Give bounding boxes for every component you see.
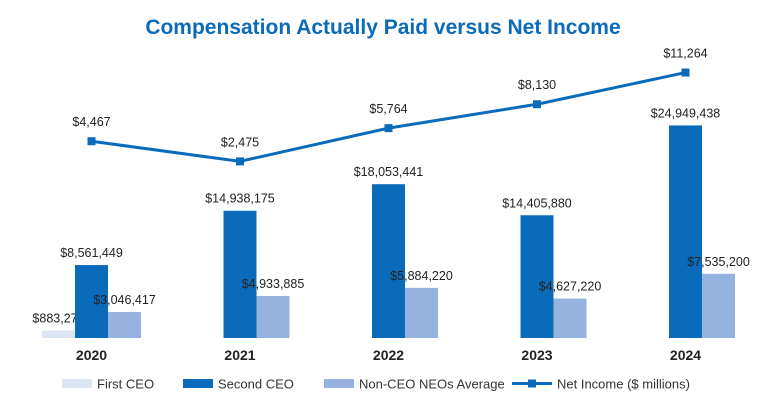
legend-label: Non-CEO NEOs Average xyxy=(359,377,505,392)
bar-2023-second-ceo xyxy=(520,215,554,338)
net-income-point-2021 xyxy=(236,157,244,166)
legend-marker-3 xyxy=(528,379,536,388)
net-income-point-2022 xyxy=(384,124,393,133)
bar-2021-second-ceo xyxy=(223,210,257,338)
data-label: $14,938,175 xyxy=(205,192,275,206)
net-income-point-2023 xyxy=(533,100,541,109)
x-tick-label: 2022 xyxy=(373,347,404,363)
data-label: $7,535,200 xyxy=(687,255,750,269)
data-label: $5,884,220 xyxy=(390,269,453,283)
net-income-point-2024 xyxy=(681,68,690,77)
data-label: $4,933,885 xyxy=(242,277,305,291)
legend-swatch-1 xyxy=(183,379,213,388)
bar-2022-non-ceo-neos-average xyxy=(405,287,438,338)
net-income-point-2020 xyxy=(87,137,96,146)
net-income-label: $11,264 xyxy=(663,47,707,61)
bar-2024-second-ceo xyxy=(669,125,702,338)
bar-2020-second-ceo xyxy=(75,265,108,338)
data-label: $14,405,880 xyxy=(502,196,572,210)
data-label: $24,949,438 xyxy=(651,106,721,120)
bar-2020-non-ceo-neos-average xyxy=(108,312,141,338)
chart-title: Compensation Actually Paid versus Net In… xyxy=(145,16,620,39)
x-tick-label: 2021 xyxy=(224,347,255,363)
bar-2023-non-ceo-neos-average xyxy=(553,298,587,338)
bar-2021-non-ceo-neos-average xyxy=(256,295,290,338)
legend-label: First CEO xyxy=(97,377,154,392)
data-label: $3,046,417 xyxy=(93,293,156,307)
data-label: $8,561,449 xyxy=(60,246,123,260)
net-income-label: $4,467 xyxy=(72,115,110,129)
x-tick-label: 2024 xyxy=(670,347,701,363)
legend-label: Net Income ($ millions) xyxy=(557,377,690,392)
line-layer: $4,467 $2,475 $5,764 $8,130 $11,264 xyxy=(72,47,708,166)
bar-2022-second-ceo xyxy=(372,184,405,338)
net-income-label: $5,764 xyxy=(369,102,407,116)
bar-2024-non-ceo-neos-average xyxy=(702,273,735,338)
net-income-label: $8,130 xyxy=(518,78,556,92)
x-tick-label: 2023 xyxy=(521,347,552,363)
net-income-line xyxy=(91,71,686,163)
legend-swatch-2 xyxy=(324,379,354,388)
data-label: $883,271 xyxy=(32,311,84,325)
net-income-label: $2,475 xyxy=(221,135,259,149)
bars-layer: $883,271 $8,561,449 $3,046,417 2020 $14,938,… xyxy=(32,106,749,363)
legend-label: Second CEO xyxy=(218,377,294,392)
data-label: $18,053,441 xyxy=(354,165,424,179)
legend-swatch-0 xyxy=(62,379,92,388)
bar-2020-first-ceo xyxy=(42,330,75,338)
data-label: $4,627,220 xyxy=(539,280,602,294)
legend: First CEO Second CEO Non-CEO NEOs Average N… xyxy=(62,377,690,392)
x-tick-label: 2020 xyxy=(76,347,107,363)
